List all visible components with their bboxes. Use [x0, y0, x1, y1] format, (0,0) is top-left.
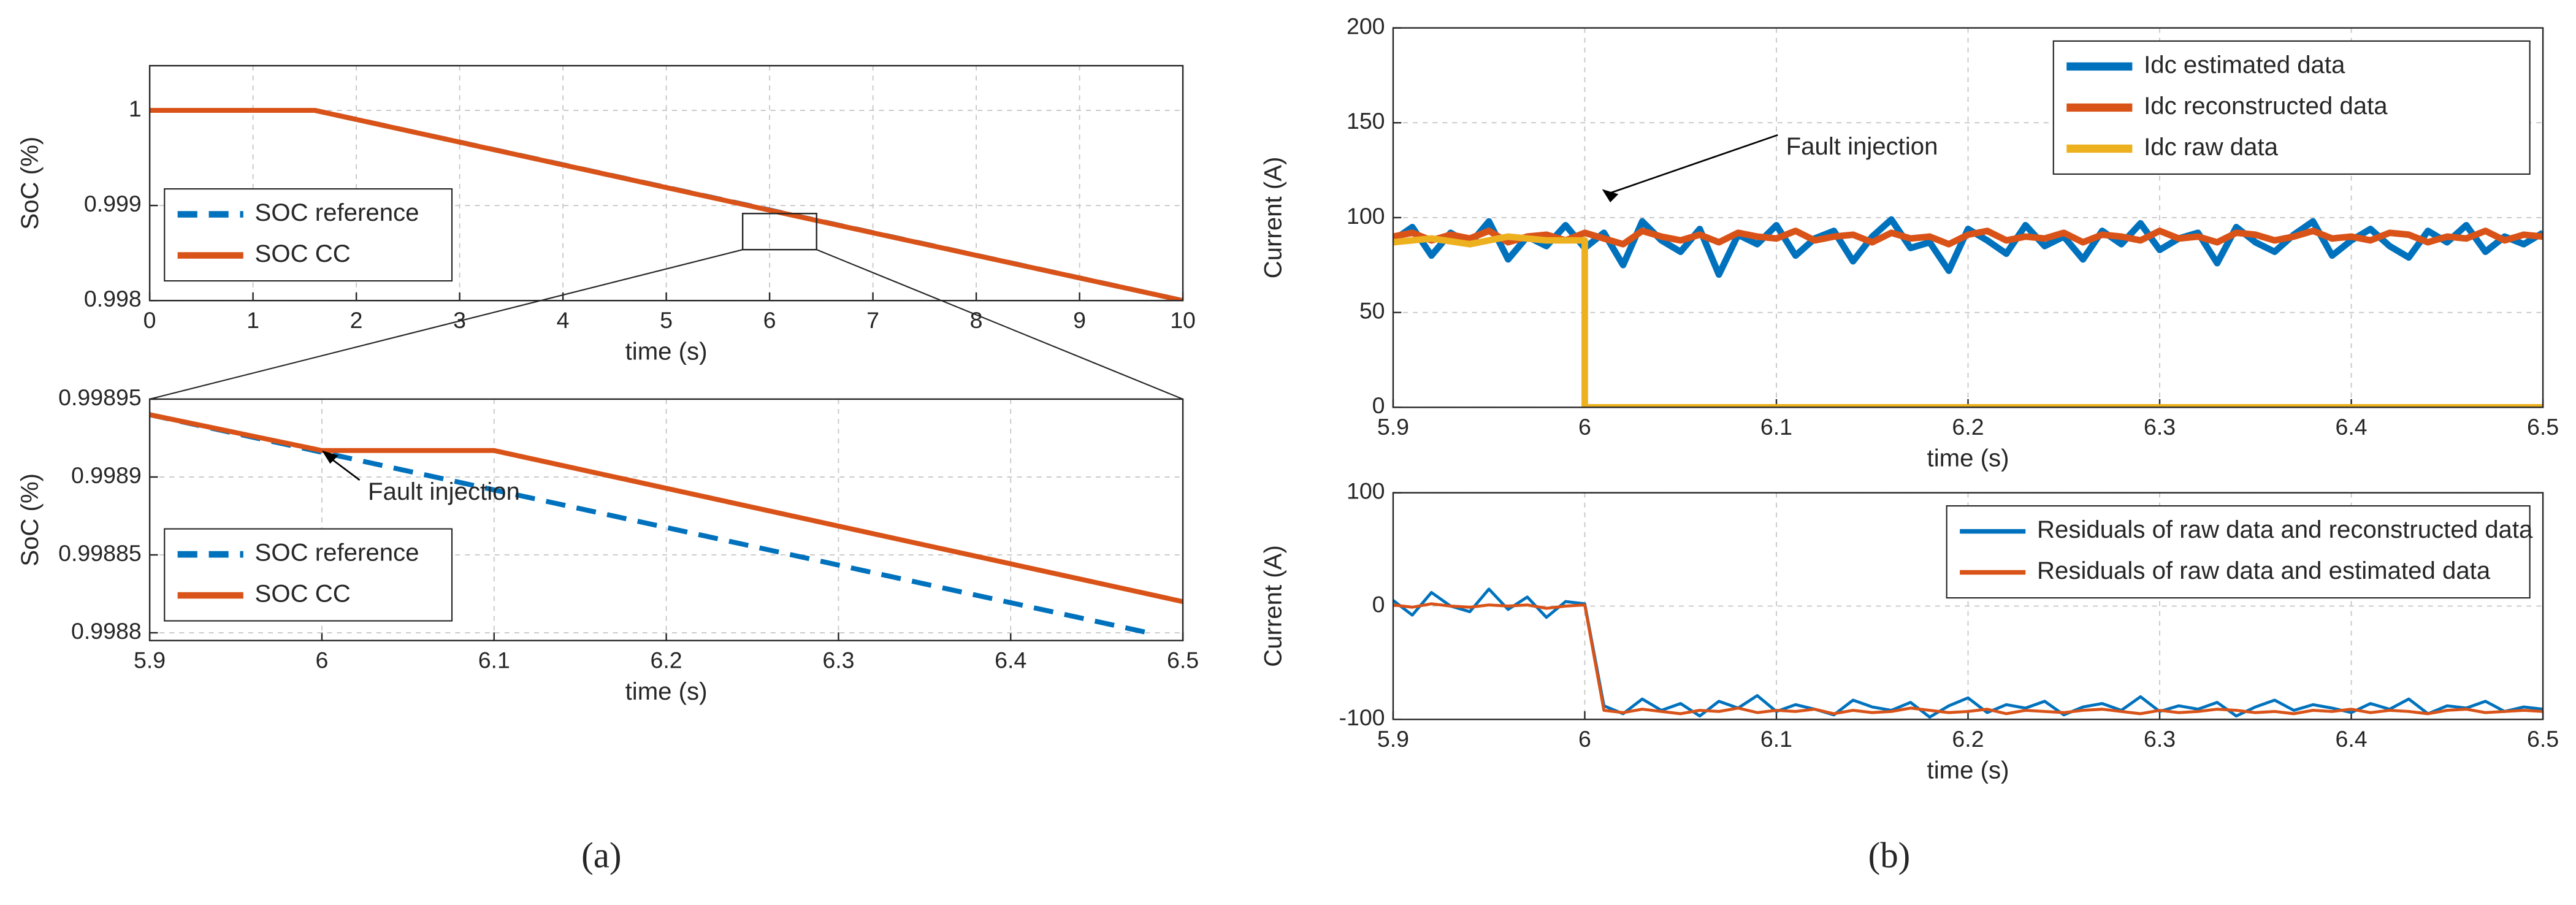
caption: (a) [581, 835, 621, 876]
y-tick-label: 1 [129, 96, 142, 121]
y-tick-label: 0.998 [84, 286, 142, 311]
x-tick-label: 6.4 [995, 647, 1026, 673]
x-tick-label: 1 [247, 307, 259, 333]
y-tick-label: 100 [1347, 478, 1385, 504]
y-tick-label: 50 [1359, 298, 1385, 324]
x-axis-label: time (s) [625, 338, 708, 365]
y-tick-label: 150 [1347, 108, 1385, 134]
legend-box [164, 528, 453, 622]
x-tick-label: 6.1 [478, 647, 510, 673]
x-tick-label: 6.3 [2144, 726, 2176, 752]
x-tick-label: 6.2 [1952, 726, 1984, 752]
y-axis-label: SoC (%) [16, 473, 44, 567]
x-tick-label: 6 [763, 307, 776, 333]
plot-frame [1392, 492, 2544, 720]
x-tick-label: 0 [143, 307, 156, 333]
x-tick-label: 6.5 [1167, 647, 1199, 673]
legend-label: Residuals of raw data and estimated data [2037, 557, 2491, 584]
x-tick-label: 5.9 [134, 647, 166, 673]
x-axis-label: time (s) [625, 678, 708, 705]
arrow-head [321, 450, 338, 464]
x-tick-label: 6.2 [1952, 414, 1984, 440]
legend-label: SOC reference [255, 539, 419, 567]
zoom-connector [816, 249, 1183, 400]
legend-box [2052, 40, 2531, 175]
y-axis-label: Current (A) [1259, 545, 1287, 667]
x-tick-label: 3 [453, 307, 466, 333]
x-tick-label: 5.9 [1377, 414, 1409, 440]
annotation-arrow [1607, 134, 1778, 195]
legend-label: SOC CC [255, 240, 351, 267]
annotation: Fault injection [1786, 132, 1938, 160]
y-tick-label: 100 [1347, 203, 1385, 229]
series-line [1393, 227, 2544, 248]
series-line [150, 108, 1183, 301]
y-tick-label: 0.9988 [71, 618, 142, 644]
legend-label: SOC reference [255, 199, 419, 226]
plot-frame [148, 398, 1184, 641]
y-axis-label: SoC (%) [16, 137, 44, 230]
x-tick-label: 6.5 [2527, 414, 2559, 440]
x-tick-label: 6.3 [822, 647, 854, 673]
legend-box [1946, 505, 2531, 599]
annotation: Fault injection [368, 478, 520, 505]
legend-label: Idc reconstructed data [2144, 92, 2388, 120]
legend-label: Idc raw data [2144, 133, 2278, 161]
legend-box [164, 188, 453, 282]
caption: (b) [1868, 835, 1911, 876]
x-tick-label: 6.1 [1760, 414, 1792, 440]
series-line [1393, 233, 2544, 408]
arrow-head [1602, 189, 1619, 202]
y-tick-label: 200 [1347, 13, 1385, 39]
x-tick-label: 7 [866, 307, 879, 333]
x-axis-label: time (s) [1927, 445, 2009, 472]
y-tick-label: 0.99895 [58, 384, 142, 410]
x-tick-label: 6.3 [2144, 414, 2176, 440]
x-tick-label: 6 [316, 647, 329, 673]
zoom-box [741, 213, 817, 251]
x-tick-label: 9 [1073, 307, 1086, 333]
legend-label: Idc estimated data [2144, 51, 2345, 78]
y-tick-label: 0.999 [84, 191, 142, 216]
x-tick-label: 6.2 [651, 647, 682, 673]
x-tick-label: 6.4 [2335, 726, 2367, 752]
x-tick-label: 4 [557, 307, 570, 333]
x-tick-label: 10 [1170, 307, 1196, 333]
x-tick-label: 6.4 [2335, 414, 2367, 440]
y-tick-label: 0 [1372, 591, 1385, 617]
y-tick-label: 0.9989 [71, 462, 142, 488]
y-tick-label: 0 [1372, 392, 1385, 418]
plot-frame [1392, 27, 2544, 408]
x-tick-label: 5.9 [1377, 726, 1409, 752]
plot-frame [148, 64, 1184, 302]
y-axis-label: Current (A) [1259, 157, 1287, 279]
x-tick-label: 2 [350, 307, 363, 333]
x-tick-label: 5 [660, 307, 673, 333]
x-tick-label: 6 [1578, 414, 1591, 440]
legend-label: SOC CC [255, 580, 351, 608]
y-tick-label: 0.99885 [58, 540, 142, 566]
series-line [1393, 602, 2544, 716]
series-line [150, 412, 1183, 605]
x-tick-label: 6 [1578, 726, 1591, 752]
zoom-connector [149, 249, 743, 400]
x-tick-label: 6.1 [1760, 726, 1792, 752]
y-tick-label: -100 [1339, 705, 1385, 730]
x-tick-label: 6.5 [2527, 726, 2559, 752]
legend-label: Residuals of raw data and reconstructed … [2037, 516, 2533, 543]
x-tick-label: 8 [970, 307, 983, 333]
x-axis-label: time (s) [1927, 757, 2009, 784]
